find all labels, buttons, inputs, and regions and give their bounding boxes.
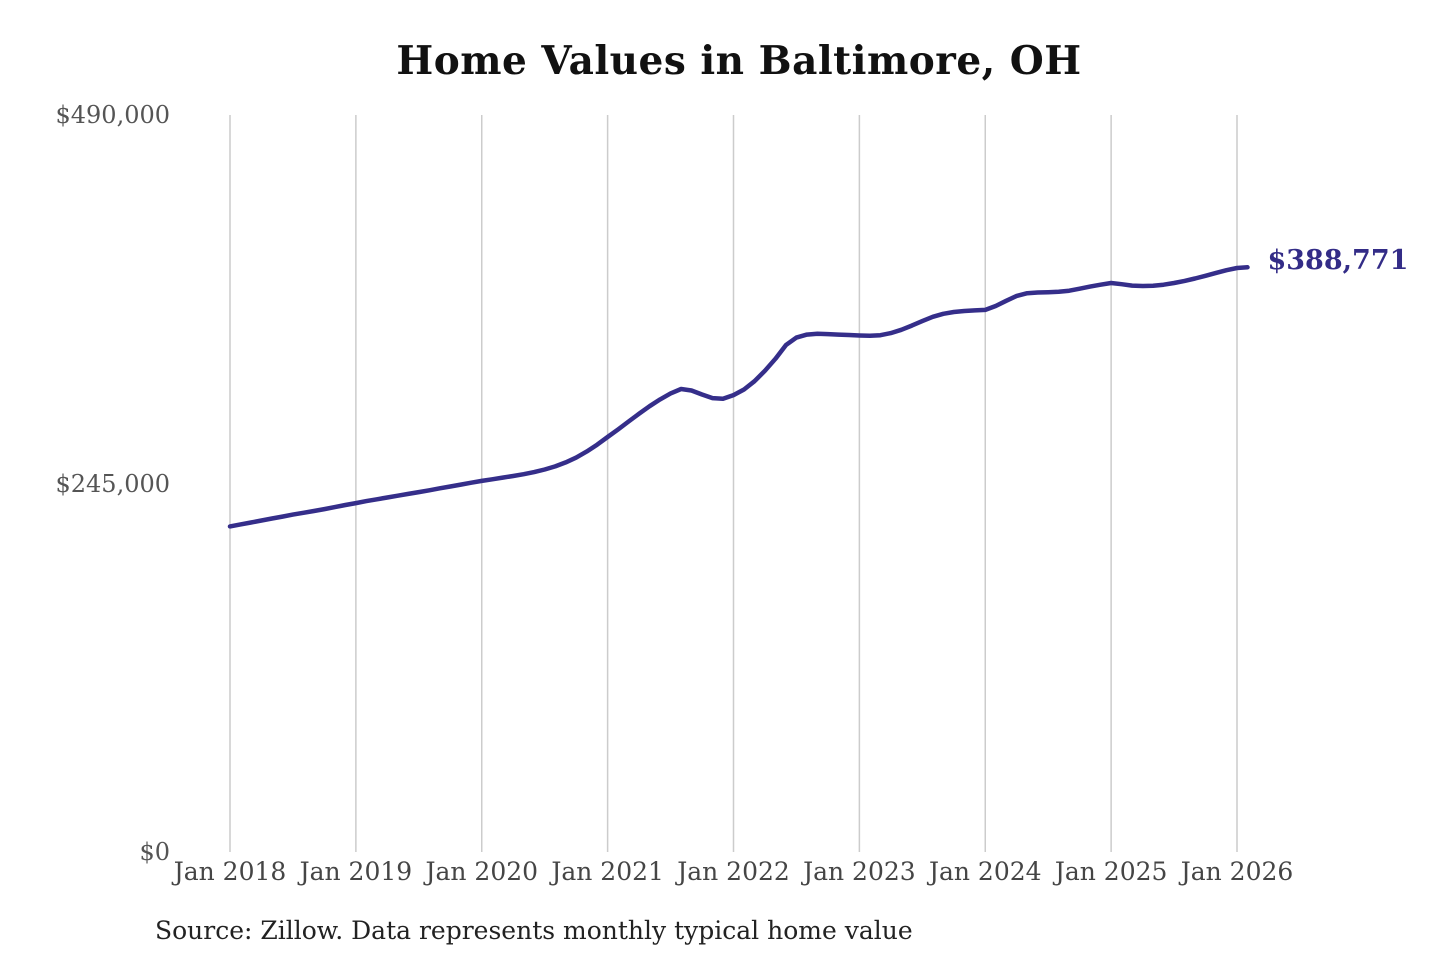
x-axis-tick-label: Jan 2024 [928,857,1042,886]
home-value-line [227,265,1250,529]
x-axis-tick-label: Jan 2025 [1054,857,1168,886]
x-axis-tick-label: Jan 2022 [677,857,790,886]
y-axis-tick-label: $0 [139,838,170,866]
y-axis-tick-label: $245,000 [55,469,170,498]
x-axis-tick-label: Jan 2020 [425,857,539,886]
x-axis-tick-label: Jan 2023 [803,857,916,886]
y-axis-tick-label: $490,000 [55,101,170,129]
source-note: Source: Zillow. Data represents monthly … [155,916,913,945]
x-axis-tick-label: Jan 2026 [1180,857,1294,886]
last-value-annotation: $388,771 [1267,245,1409,277]
x-axis-tick-label: Jan 2019 [299,857,413,886]
x-axis-tick-label: Jan 2021 [551,857,664,886]
x-axis-tick-label: Jan 2018 [173,857,287,886]
chart-title: Home Values in Baltimore, OH [396,38,1082,84]
gridlines [229,115,1238,852]
